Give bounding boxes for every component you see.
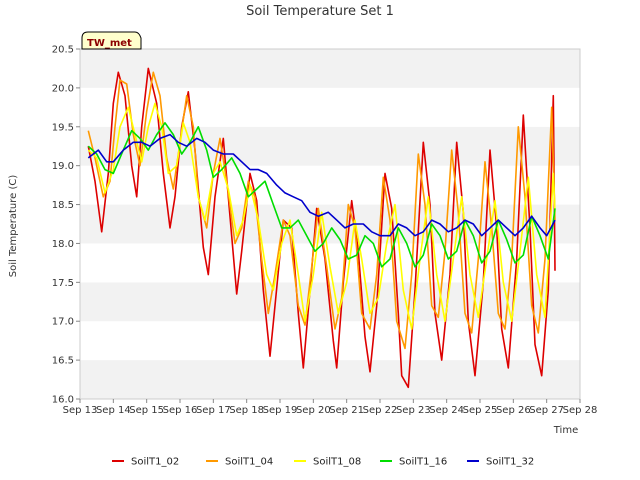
legend-label: SoilT1_08 — [313, 457, 361, 468]
x-tick-label: Sep 26 — [496, 405, 531, 416]
legend-label: SoilT1_16 — [399, 457, 447, 468]
chart-title: Soil Temperature Set 1 — [246, 4, 394, 19]
x-tick-label: Sep 25 — [463, 405, 498, 416]
grid-band — [80, 49, 580, 88]
y-tick-label: 17.5 — [52, 278, 74, 289]
annotation-box: TW_met — [81, 31, 142, 50]
y-tick-label: 20.5 — [52, 45, 74, 56]
x-tick-label: Sep 22 — [363, 405, 398, 416]
x-tick-label: Sep 24 — [429, 405, 464, 416]
x-tick-label: Sep 20 — [296, 405, 331, 416]
y-tick-label: 16.0 — [52, 395, 74, 406]
y-axis-title: Soil Temperature (C) — [8, 175, 19, 278]
y-tick-label: 18.5 — [52, 200, 74, 211]
grid-band — [80, 165, 580, 205]
y-tick-label: 17.0 — [52, 317, 74, 328]
y-tick-label: 20.0 — [52, 83, 74, 94]
x-tick-label: Sep 21 — [329, 405, 364, 416]
grid-band — [80, 126, 580, 166]
grid-band — [80, 360, 580, 399]
x-tick-label: Sep 14 — [96, 405, 131, 416]
y-tick-label: 16.5 — [52, 356, 74, 367]
legend-label: SoilT1_04 — [225, 457, 273, 468]
legend: SoilT1_02 SoilT1_04 SoilT1_08 SoilT1_16 Soil… — [112, 457, 534, 468]
series-line-soilt1-16 — [87, 122, 556, 268]
x-tick-label: Sep 19 — [263, 405, 298, 416]
y-tick-label: 19.0 — [52, 161, 74, 172]
x-tick-label: Sep 13 — [63, 405, 98, 416]
legend-label: SoilT1_02 — [131, 457, 179, 468]
y-tick-label: 18.0 — [52, 239, 74, 250]
series-line-soilt1-04 — [87, 71, 556, 350]
plot-frame — [79, 48, 581, 400]
series-line-soilt1-32 — [87, 133, 556, 237]
x-tick-label: Sep 17 — [196, 405, 231, 416]
y-axis-ticks: 16.0 16.5 17.0 17.5 18.0 18.5 19.0 19.5 20.0 20.5 — [52, 45, 80, 406]
annotation-background — [81, 31, 142, 50]
legend-label: SoilT1_32 — [486, 457, 534, 468]
x-tick-label: Sep 27 — [529, 405, 564, 416]
x-tick-label: Sep 18 — [229, 405, 264, 416]
x-tick-label: Sep 28 — [563, 405, 598, 416]
x-tick-label: Sep 23 — [396, 405, 431, 416]
series-lines — [87, 67, 556, 389]
y-tick-label: 19.5 — [52, 122, 74, 133]
x-tick-label: Sep 16 — [163, 405, 198, 416]
grid-band — [80, 321, 580, 361]
x-axis-title: Time — [553, 425, 578, 436]
annotation-label: TW_met — [87, 38, 132, 49]
x-tick-label: Sep 15 — [129, 405, 164, 416]
